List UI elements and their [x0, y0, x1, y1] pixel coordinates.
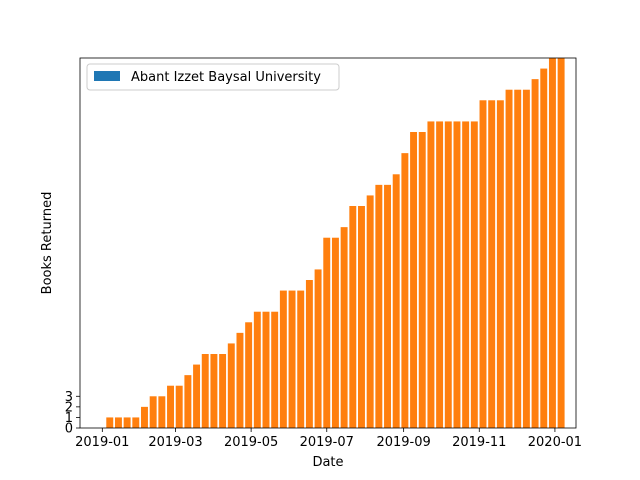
x-tick-label: 2019-11: [452, 435, 506, 450]
bar: [236, 332, 244, 428]
bar: [522, 89, 530, 429]
bar: [479, 100, 487, 428]
x-axis: 2019-01 2019-03 2019-05 2019-07 2019-09 2019-…: [75, 428, 582, 450]
bar: [366, 195, 374, 428]
bar: [514, 89, 522, 429]
bar: [331, 237, 339, 428]
y-axis-label: Books Returned: [40, 192, 55, 295]
bar: [358, 206, 365, 428]
bar: [297, 290, 305, 428]
bar: [271, 311, 279, 428]
bar: [288, 290, 296, 428]
bar: [427, 121, 435, 429]
legend-label: Abant Izzet Baysal University: [131, 70, 321, 85]
x-tick-label: 2019-07: [300, 435, 354, 450]
bar: [184, 375, 192, 428]
bar: [210, 354, 218, 428]
bar: [193, 364, 201, 428]
bar: [245, 322, 253, 428]
bar: [305, 280, 313, 428]
bar: [167, 385, 174, 428]
bar: [488, 100, 496, 428]
legend-box: [86, 63, 340, 91]
bar: [175, 385, 183, 428]
y-tick-label: 3: [65, 390, 73, 405]
bar: [496, 100, 504, 428]
y-tick-label: 1: [65, 411, 73, 426]
bars-group: [106, 58, 565, 429]
bar: [462, 121, 470, 429]
bar: [106, 417, 114, 428]
legend: Abant Izzet Baysal University: [86, 63, 340, 91]
y-tick-label: 0: [65, 422, 73, 437]
bar: [340, 227, 348, 428]
x-tick-label: 2019-01: [75, 435, 129, 450]
bar: [323, 237, 331, 428]
bar: [158, 396, 166, 428]
bar: [453, 121, 461, 429]
bar: [384, 184, 391, 428]
y-tick-label: 2: [65, 400, 73, 415]
bar: [470, 121, 478, 429]
legend-patch: [94, 71, 120, 81]
bar: [123, 417, 131, 428]
bar: [219, 354, 227, 428]
bar: [557, 58, 565, 428]
bar: [392, 174, 400, 428]
bar: [227, 343, 235, 428]
bar: [279, 290, 287, 428]
bar: [314, 269, 322, 428]
bar: [531, 79, 539, 428]
x-tick-label: 2020-01: [528, 435, 582, 450]
bar: [114, 417, 122, 428]
x-axis-label: Date: [312, 455, 343, 470]
x-tick-label: 2019-05: [224, 435, 278, 450]
bar: [375, 184, 383, 428]
bar: [349, 206, 357, 428]
plot-frame: [79, 57, 577, 429]
bar: [540, 68, 548, 428]
bar: [253, 311, 261, 428]
bar: [418, 132, 426, 428]
bar: [505, 89, 513, 429]
bar: [141, 406, 148, 428]
bar: [262, 311, 270, 428]
bar: [401, 153, 409, 428]
bar: [201, 354, 209, 428]
bar: [410, 132, 418, 428]
bar: [436, 121, 444, 429]
bar: [149, 396, 157, 428]
x-tick-label: 2019-03: [148, 435, 202, 450]
bar: [548, 58, 556, 428]
bar: [132, 417, 140, 428]
x-tick-label: 2019-09: [376, 435, 430, 450]
bar: [444, 121, 452, 429]
